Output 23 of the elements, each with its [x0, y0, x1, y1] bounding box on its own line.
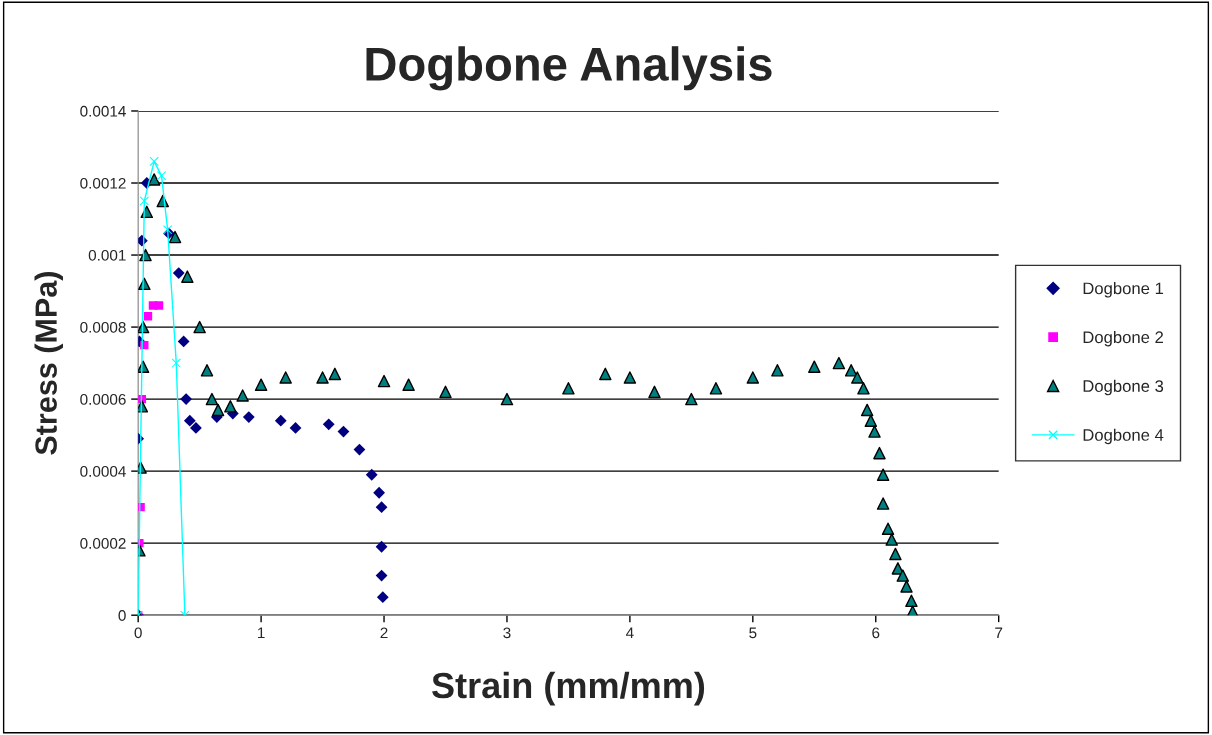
x-tick-label: 0	[134, 627, 142, 639]
x-tick-label: 4	[626, 627, 634, 639]
y-axis-title: Stress (MPa)	[34, 272, 63, 455]
y-tick-label: 0.0014	[80, 105, 126, 117]
legend-label: Dogbone 1	[1083, 282, 1164, 298]
y-tick-label: 0.0004	[80, 466, 126, 477]
chart-title: Dogbone Analysis	[366, 46, 772, 91]
y-tick-label: 0	[118, 610, 126, 621]
x-tick-label: 2	[380, 627, 388, 639]
x-tick-label: 6	[872, 627, 880, 639]
legend-label: Dogbone 3	[1083, 379, 1164, 396]
x-tick-label: 5	[749, 627, 757, 639]
y-tick-label: 0.0006	[80, 393, 126, 405]
legend-label: Dogbone 2	[1083, 330, 1164, 347]
legend-label: Dogbone 4	[1083, 428, 1164, 445]
x-tick-label: 3	[503, 627, 511, 639]
x-tick-label: 7	[995, 627, 1003, 639]
y-tick-label: 0.0002	[80, 538, 126, 549]
y-tick-label: 0.0008	[80, 321, 126, 333]
x-tick-label: 1	[258, 627, 265, 639]
x-axis-title: Strain (mm/mm)	[432, 671, 705, 706]
y-tick-label: 0.001	[88, 249, 126, 261]
y-tick-label: 0.0012	[80, 177, 126, 189]
